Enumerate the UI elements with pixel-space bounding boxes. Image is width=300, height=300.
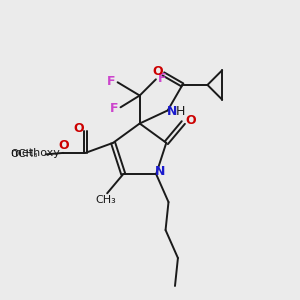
Text: F: F — [107, 75, 116, 88]
Text: F: F — [110, 102, 118, 115]
Text: O: O — [58, 139, 69, 152]
Text: H: H — [176, 105, 185, 119]
Text: N: N — [167, 105, 178, 119]
Text: O: O — [185, 114, 196, 127]
Text: CH₃: CH₃ — [95, 195, 116, 205]
Text: F: F — [158, 72, 166, 85]
Text: O: O — [153, 65, 163, 78]
Text: O: O — [74, 122, 84, 135]
Text: N: N — [154, 165, 165, 178]
Text: methoxy: methoxy — [11, 148, 60, 158]
Text: OCH₃: OCH₃ — [10, 149, 38, 159]
